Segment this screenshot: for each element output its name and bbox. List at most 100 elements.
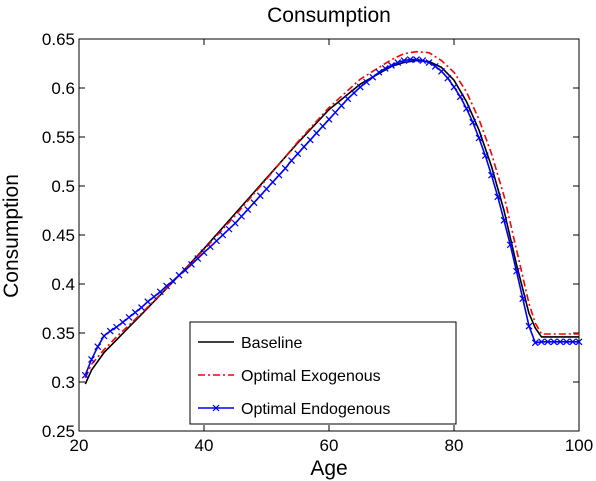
data-point [125, 313, 133, 321]
data-point [225, 225, 233, 233]
data-point [375, 68, 383, 76]
data-point [300, 143, 308, 151]
data-point [100, 332, 108, 340]
data-point [156, 288, 164, 296]
data-point [163, 282, 170, 290]
x-tick-label: 100 [565, 436, 593, 455]
data-point [431, 63, 439, 70]
data-point [513, 267, 520, 275]
data-point [544, 338, 552, 346]
data-point [456, 93, 464, 101]
data-point [519, 295, 527, 303]
data-point [531, 339, 539, 347]
data-point [144, 298, 152, 306]
data-point [444, 74, 452, 82]
data-point [381, 64, 389, 72]
data-point [188, 260, 195, 268]
data-point [350, 89, 358, 97]
data-point [463, 105, 470, 113]
data-point [338, 102, 345, 110]
data-point [256, 192, 264, 200]
data-point [369, 73, 377, 81]
y-tick-label: 0.4 [51, 275, 75, 294]
legend-label: Optimal Endogenous [241, 401, 390, 418]
data-point [575, 338, 583, 346]
data-point [319, 122, 327, 130]
data-point [400, 57, 408, 64]
data-point [356, 83, 364, 91]
data-point [269, 178, 277, 186]
data-point [363, 78, 370, 86]
data-point [525, 322, 533, 330]
y-tick-label: 0.55 [42, 128, 75, 147]
data-point [331, 109, 339, 116]
y-tick-label: 0.3 [51, 373, 75, 392]
data-point [325, 115, 333, 123]
data-point [275, 171, 283, 179]
data-point [200, 249, 208, 257]
x-tick-label: 40 [195, 436, 214, 455]
y-tick-label: 0.45 [42, 226, 75, 245]
legend: Baseline Optimal Exogenous Optimal Endogen… [189, 321, 457, 425]
data-point [419, 57, 427, 64]
data-point [263, 185, 270, 193]
data-point [425, 59, 433, 66]
data-point [81, 371, 89, 379]
data-point [181, 266, 189, 274]
data-point [94, 343, 102, 351]
x-tick-label: 60 [320, 436, 339, 455]
data-point [569, 338, 577, 346]
data-point [450, 83, 458, 91]
series-layer [81, 50, 583, 385]
data-point [388, 62, 395, 69]
data-point [206, 243, 214, 251]
data-point [475, 134, 483, 142]
y-tick-label: 0.25 [42, 422, 75, 441]
data-point [438, 67, 445, 75]
data-point [88, 356, 95, 363]
data-point [113, 323, 120, 331]
data-point [150, 293, 158, 301]
data-point [288, 157, 295, 164]
data-point [344, 95, 352, 103]
data-point [175, 271, 183, 279]
data-point [244, 206, 252, 213]
y-tick-label: 0.65 [42, 30, 75, 49]
data-point [494, 193, 502, 201]
data-point [563, 338, 570, 346]
y-axis-title: Consumption [0, 174, 23, 298]
data-point [556, 338, 564, 346]
data-point [194, 255, 202, 262]
data-point [250, 199, 258, 207]
data-point [119, 318, 127, 326]
data-point [500, 216, 508, 224]
data-point [469, 118, 477, 126]
data-point [306, 136, 314, 144]
data-point [231, 219, 239, 227]
data-point [281, 164, 289, 172]
data-point [169, 277, 177, 285]
data-point [406, 56, 414, 64]
legend-label: Optimal Exogenous [241, 368, 381, 385]
data-point [538, 338, 545, 346]
data-point [550, 338, 558, 346]
data-point [294, 150, 302, 158]
data-point [219, 231, 227, 239]
y-tick-label: 0.6 [51, 79, 75, 98]
data-point [131, 308, 139, 316]
data-point [238, 212, 245, 220]
data-point [138, 304, 145, 311]
data-point [313, 129, 320, 137]
data-point [213, 237, 220, 245]
legend-label: Baseline [241, 335, 302, 352]
x-tick-label: 20 [70, 436, 89, 455]
data-point [481, 152, 489, 160]
x-axis-title: Age [310, 457, 347, 480]
data-point [506, 241, 514, 249]
data-point [488, 171, 495, 179]
y-tick-label: 0.5 [51, 177, 75, 196]
legend-marker [212, 404, 220, 412]
data-point [106, 327, 114, 335]
axis-ticks: 20 40 60 80 100 0.25 0.3 0.35 0.4 0.45 0.5 0.55 0.6 0… [42, 30, 593, 455]
